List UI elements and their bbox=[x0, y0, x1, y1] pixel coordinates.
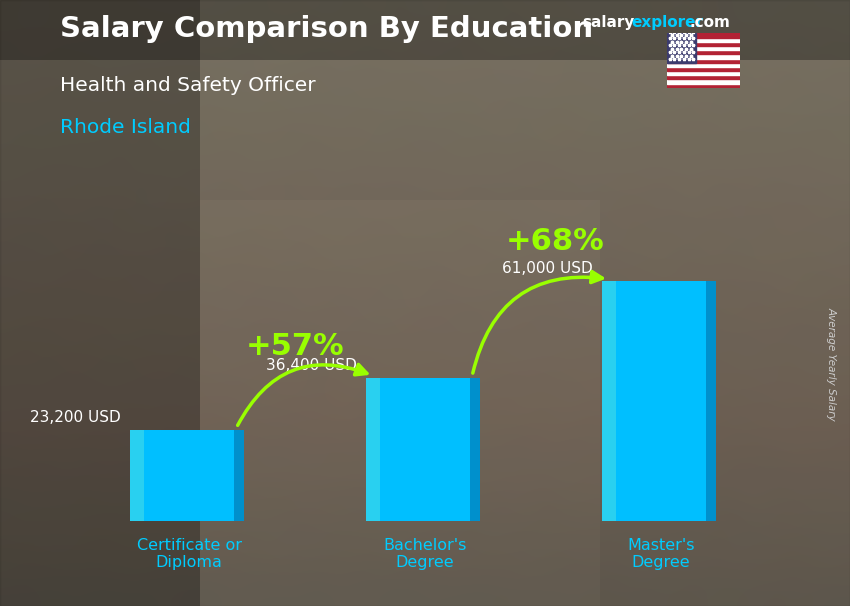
Text: salary: salary bbox=[582, 15, 635, 30]
Bar bbox=[144, 430, 234, 521]
Bar bbox=[366, 378, 380, 521]
Text: Average Yearly Salary: Average Yearly Salary bbox=[826, 307, 836, 421]
Bar bbox=[706, 281, 716, 521]
Text: +68%: +68% bbox=[505, 227, 604, 256]
Bar bbox=[667, 71, 740, 75]
Text: 36,400 USD: 36,400 USD bbox=[266, 358, 357, 373]
Bar bbox=[470, 378, 479, 521]
Bar bbox=[616, 281, 706, 521]
Bar bbox=[667, 33, 696, 62]
Bar bbox=[667, 62, 740, 67]
Bar bbox=[380, 378, 470, 521]
Bar bbox=[667, 75, 740, 79]
Bar bbox=[130, 430, 145, 521]
Bar bbox=[667, 67, 740, 71]
Text: 23,200 USD: 23,200 USD bbox=[30, 410, 121, 425]
Bar bbox=[667, 38, 740, 42]
Bar bbox=[667, 59, 740, 62]
Text: Health and Safety Officer: Health and Safety Officer bbox=[60, 76, 315, 95]
Text: +57%: +57% bbox=[246, 331, 344, 361]
Bar bbox=[602, 281, 616, 521]
Text: 61,000 USD: 61,000 USD bbox=[502, 261, 592, 276]
Bar bbox=[667, 55, 740, 59]
Bar bbox=[667, 50, 740, 55]
Text: explorer: explorer bbox=[632, 15, 704, 30]
Text: Rhode Island: Rhode Island bbox=[60, 118, 190, 137]
Text: Salary Comparison By Education: Salary Comparison By Education bbox=[60, 15, 592, 43]
Bar bbox=[667, 84, 740, 88]
Bar bbox=[667, 33, 740, 38]
Bar bbox=[667, 79, 740, 84]
Bar bbox=[667, 42, 740, 46]
Bar bbox=[667, 46, 740, 50]
Bar bbox=[234, 430, 244, 521]
Text: .com: .com bbox=[689, 15, 730, 30]
